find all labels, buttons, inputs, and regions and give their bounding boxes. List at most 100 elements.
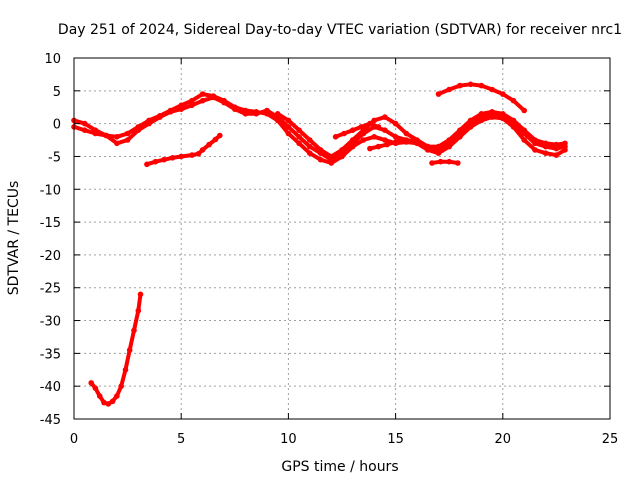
data-point (199, 91, 206, 97)
x-tick-label: 5 (177, 432, 185, 447)
data-point (510, 97, 517, 104)
data-point (103, 132, 109, 139)
data-point (206, 141, 212, 148)
data-point (264, 107, 270, 114)
data-point (403, 130, 410, 137)
series-track-i (88, 291, 144, 407)
data-point (307, 143, 313, 150)
data-point (521, 137, 527, 143)
data-point (401, 137, 408, 143)
y-tick-label: -35 (40, 347, 61, 362)
data-point (521, 127, 527, 133)
data-point (92, 385, 99, 392)
data-point (478, 111, 485, 117)
x-tick-label: 0 (70, 432, 78, 447)
data-point (285, 130, 292, 137)
data-point (562, 140, 568, 147)
data-point (332, 134, 339, 140)
y-axis-ticks: 10 5 0 -5 -10 -15 -20 -25 -30 -35 -40 -45 (40, 52, 610, 428)
data-point (375, 143, 382, 150)
data-series (71, 81, 568, 407)
data-point (307, 137, 313, 143)
data-point (349, 127, 356, 133)
data-point (105, 401, 112, 407)
data-point (135, 307, 142, 314)
data-point (521, 107, 527, 114)
data-point (317, 156, 324, 163)
data-point (542, 150, 549, 156)
data-point (285, 124, 292, 130)
data-point (457, 127, 463, 133)
data-point (199, 97, 206, 104)
data-point (467, 117, 474, 124)
data-point (510, 117, 517, 124)
data-point (178, 153, 184, 160)
data-point (189, 152, 195, 158)
x-tick-label: 20 (495, 432, 512, 447)
data-point (114, 140, 120, 147)
data-point (435, 91, 442, 97)
data-point (446, 158, 453, 165)
data-point (341, 130, 347, 137)
data-point (81, 127, 88, 133)
data-point (367, 120, 373, 127)
data-point (146, 120, 152, 127)
data-point (307, 150, 313, 156)
data-point (101, 399, 107, 406)
data-point (195, 151, 202, 157)
data-point (392, 134, 399, 140)
data-point (553, 152, 560, 158)
series-track-h (435, 81, 527, 114)
data-point (144, 161, 150, 168)
x-tick-label: 15 (387, 432, 404, 447)
data-point (367, 145, 373, 152)
data-point (435, 143, 442, 150)
data-point (137, 291, 144, 298)
data-point (532, 137, 538, 143)
y-tick-label: -30 (40, 315, 61, 330)
data-point (392, 139, 399, 145)
data-point (96, 393, 103, 399)
data-point (157, 114, 163, 120)
series-line (430, 159, 460, 165)
data-point (296, 140, 302, 147)
data-point (167, 109, 174, 115)
data-point (489, 86, 495, 93)
y-axis-label: SDTVAR / TECUs (6, 181, 22, 296)
data-point (437, 158, 444, 165)
data-point (553, 145, 560, 152)
y-tick-label: 10 (44, 52, 61, 67)
data-point (532, 147, 538, 153)
data-point (382, 127, 388, 133)
series-track-d (144, 132, 223, 168)
data-point (339, 147, 345, 153)
series-line (275, 109, 567, 159)
data-point (217, 132, 223, 139)
data-point (446, 137, 453, 143)
data-point (478, 82, 485, 89)
x-tick-label: 25 (602, 432, 619, 447)
data-point (392, 120, 399, 127)
data-point (285, 117, 292, 124)
data-point (382, 137, 388, 143)
data-point (457, 82, 463, 89)
data-point (317, 147, 324, 153)
data-point (542, 140, 549, 147)
data-point (124, 130, 131, 137)
data-point (553, 141, 560, 148)
series-track-f (367, 137, 408, 152)
data-point (212, 136, 219, 143)
data-point (296, 127, 302, 133)
data-point (253, 111, 259, 117)
data-point (114, 393, 120, 399)
data-point (328, 153, 335, 160)
plot-frame (73, 57, 611, 420)
series-line (89, 292, 143, 406)
y-tick-label: -40 (40, 380, 61, 395)
data-point (358, 124, 365, 130)
data-point (414, 137, 420, 143)
data-point (382, 114, 388, 120)
data-point (446, 86, 453, 93)
data-point (232, 106, 238, 112)
